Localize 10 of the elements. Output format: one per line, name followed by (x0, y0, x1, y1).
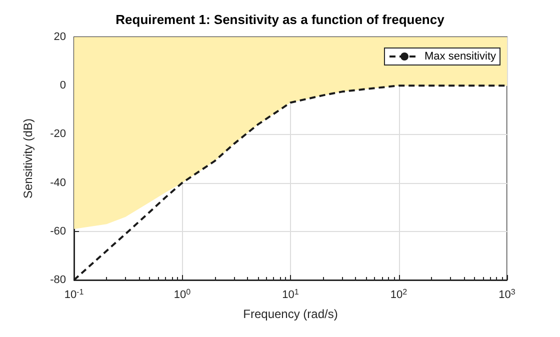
legend-label: Max sensitivity (424, 50, 496, 62)
y-tick-label: 0 (60, 80, 66, 92)
y-tick-label: -40 (50, 176, 66, 189)
y-tick-label: -60 (50, 225, 66, 238)
y-tick-label: -20 (50, 128, 66, 140)
y-axis-title: Sensitivity (dB) (21, 118, 35, 199)
x-axis-title: Frequency (rad/s) (243, 307, 338, 321)
y-tick-label: -80 (50, 274, 66, 286)
chart-title: Requirement 1: Sensitivity as a function of frequency (116, 12, 446, 27)
y-tick-label: 20 (54, 31, 66, 43)
